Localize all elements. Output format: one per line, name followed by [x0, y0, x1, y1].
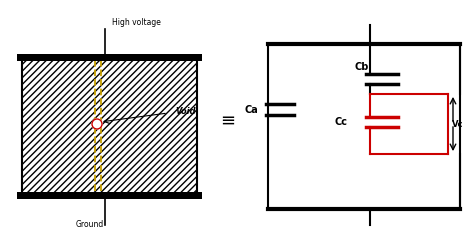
- Text: Ground: Ground: [76, 220, 104, 229]
- Bar: [17, 192, 202, 199]
- Text: ≡: ≡: [220, 112, 236, 130]
- Circle shape: [92, 119, 102, 129]
- Bar: [22, 59, 197, 194]
- Bar: [17, 54, 202, 61]
- Text: Cc: Cc: [335, 117, 348, 127]
- Text: Ca: Ca: [244, 105, 258, 115]
- Text: High voltage: High voltage: [112, 18, 161, 27]
- Text: Void: Void: [175, 107, 195, 115]
- Text: Cb: Cb: [355, 62, 369, 72]
- Text: Vc: Vc: [452, 120, 464, 129]
